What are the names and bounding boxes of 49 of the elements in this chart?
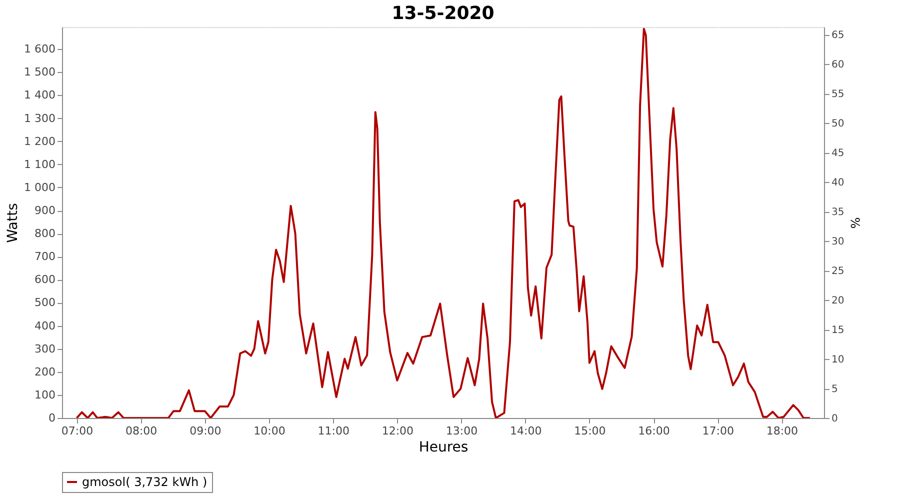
y-tick-label: 200 <box>34 365 56 378</box>
y-tick-label: 400 <box>34 319 56 332</box>
x-tick-label: 15:00 <box>574 424 606 438</box>
y2-tick-label: 40 <box>832 178 844 189</box>
y2-tick-label: 15 <box>832 325 844 336</box>
line-series <box>76 28 811 418</box>
y-tick-label: 300 <box>34 342 56 356</box>
y-tick-label: 500 <box>34 296 56 310</box>
legend-label: gmosol( 3,732 kWh ) <box>82 475 208 489</box>
y2-tick-label: 65 <box>832 30 844 42</box>
y2-tick-label: 0 <box>832 414 838 424</box>
x-axis-title: Heures <box>418 440 468 456</box>
y-axis-title: Watts <box>5 203 22 243</box>
y-tick-label: 100 <box>34 388 56 402</box>
y2-tick-label: 5 <box>832 384 838 396</box>
x-tick-label: 16:00 <box>638 424 670 438</box>
y-tick-label: 1 600 <box>24 42 56 56</box>
y2-tick-label: 20 <box>832 296 844 307</box>
y-tick-label: 1 500 <box>24 66 56 79</box>
y2-tick-label: 25 <box>832 266 844 278</box>
y-tick-label: 600 <box>34 273 56 286</box>
y-tick-label: 900 <box>34 204 56 218</box>
y-tick-label: 1 100 <box>24 158 56 171</box>
x-tick-label: 11:00 <box>318 424 350 438</box>
y2-tick-label: 55 <box>832 89 844 100</box>
y-tick-label: 700 <box>34 250 56 264</box>
y2-tick-label: 45 <box>832 148 844 160</box>
x-tick-label: 09:00 <box>190 424 222 438</box>
y2-tick-label: 35 <box>832 207 844 218</box>
x-tick-label: 10:00 <box>254 424 286 438</box>
x-tick-label: 17:00 <box>702 424 734 438</box>
x-tick-label: 14:00 <box>510 424 542 438</box>
y2-tick-label: 10 <box>832 354 844 366</box>
y-tick-label: 1 400 <box>24 88 56 102</box>
x-tick-label: 12:00 <box>382 424 414 438</box>
chart-title: 13-5-2020 <box>392 3 494 24</box>
y-tick-label: 1 200 <box>24 134 56 148</box>
y-tick-label: 1 300 <box>24 112 56 125</box>
x-tick-label: 18:00 <box>766 424 798 438</box>
y2-axis-title: % <box>848 217 862 229</box>
y-tick-label: 800 <box>34 227 56 240</box>
y-tick-label: 0 <box>48 412 56 424</box>
y-tick-label: 1 000 <box>24 180 56 194</box>
y2-tick-label: 60 <box>832 60 844 71</box>
y2-tick-label: 30 <box>832 236 844 248</box>
x-tick-label: 07:00 <box>61 424 94 438</box>
x-tick-label: 08:00 <box>125 424 158 438</box>
x-tick-label: 13:00 <box>446 424 478 438</box>
y2-tick-label: 50 <box>832 118 844 130</box>
